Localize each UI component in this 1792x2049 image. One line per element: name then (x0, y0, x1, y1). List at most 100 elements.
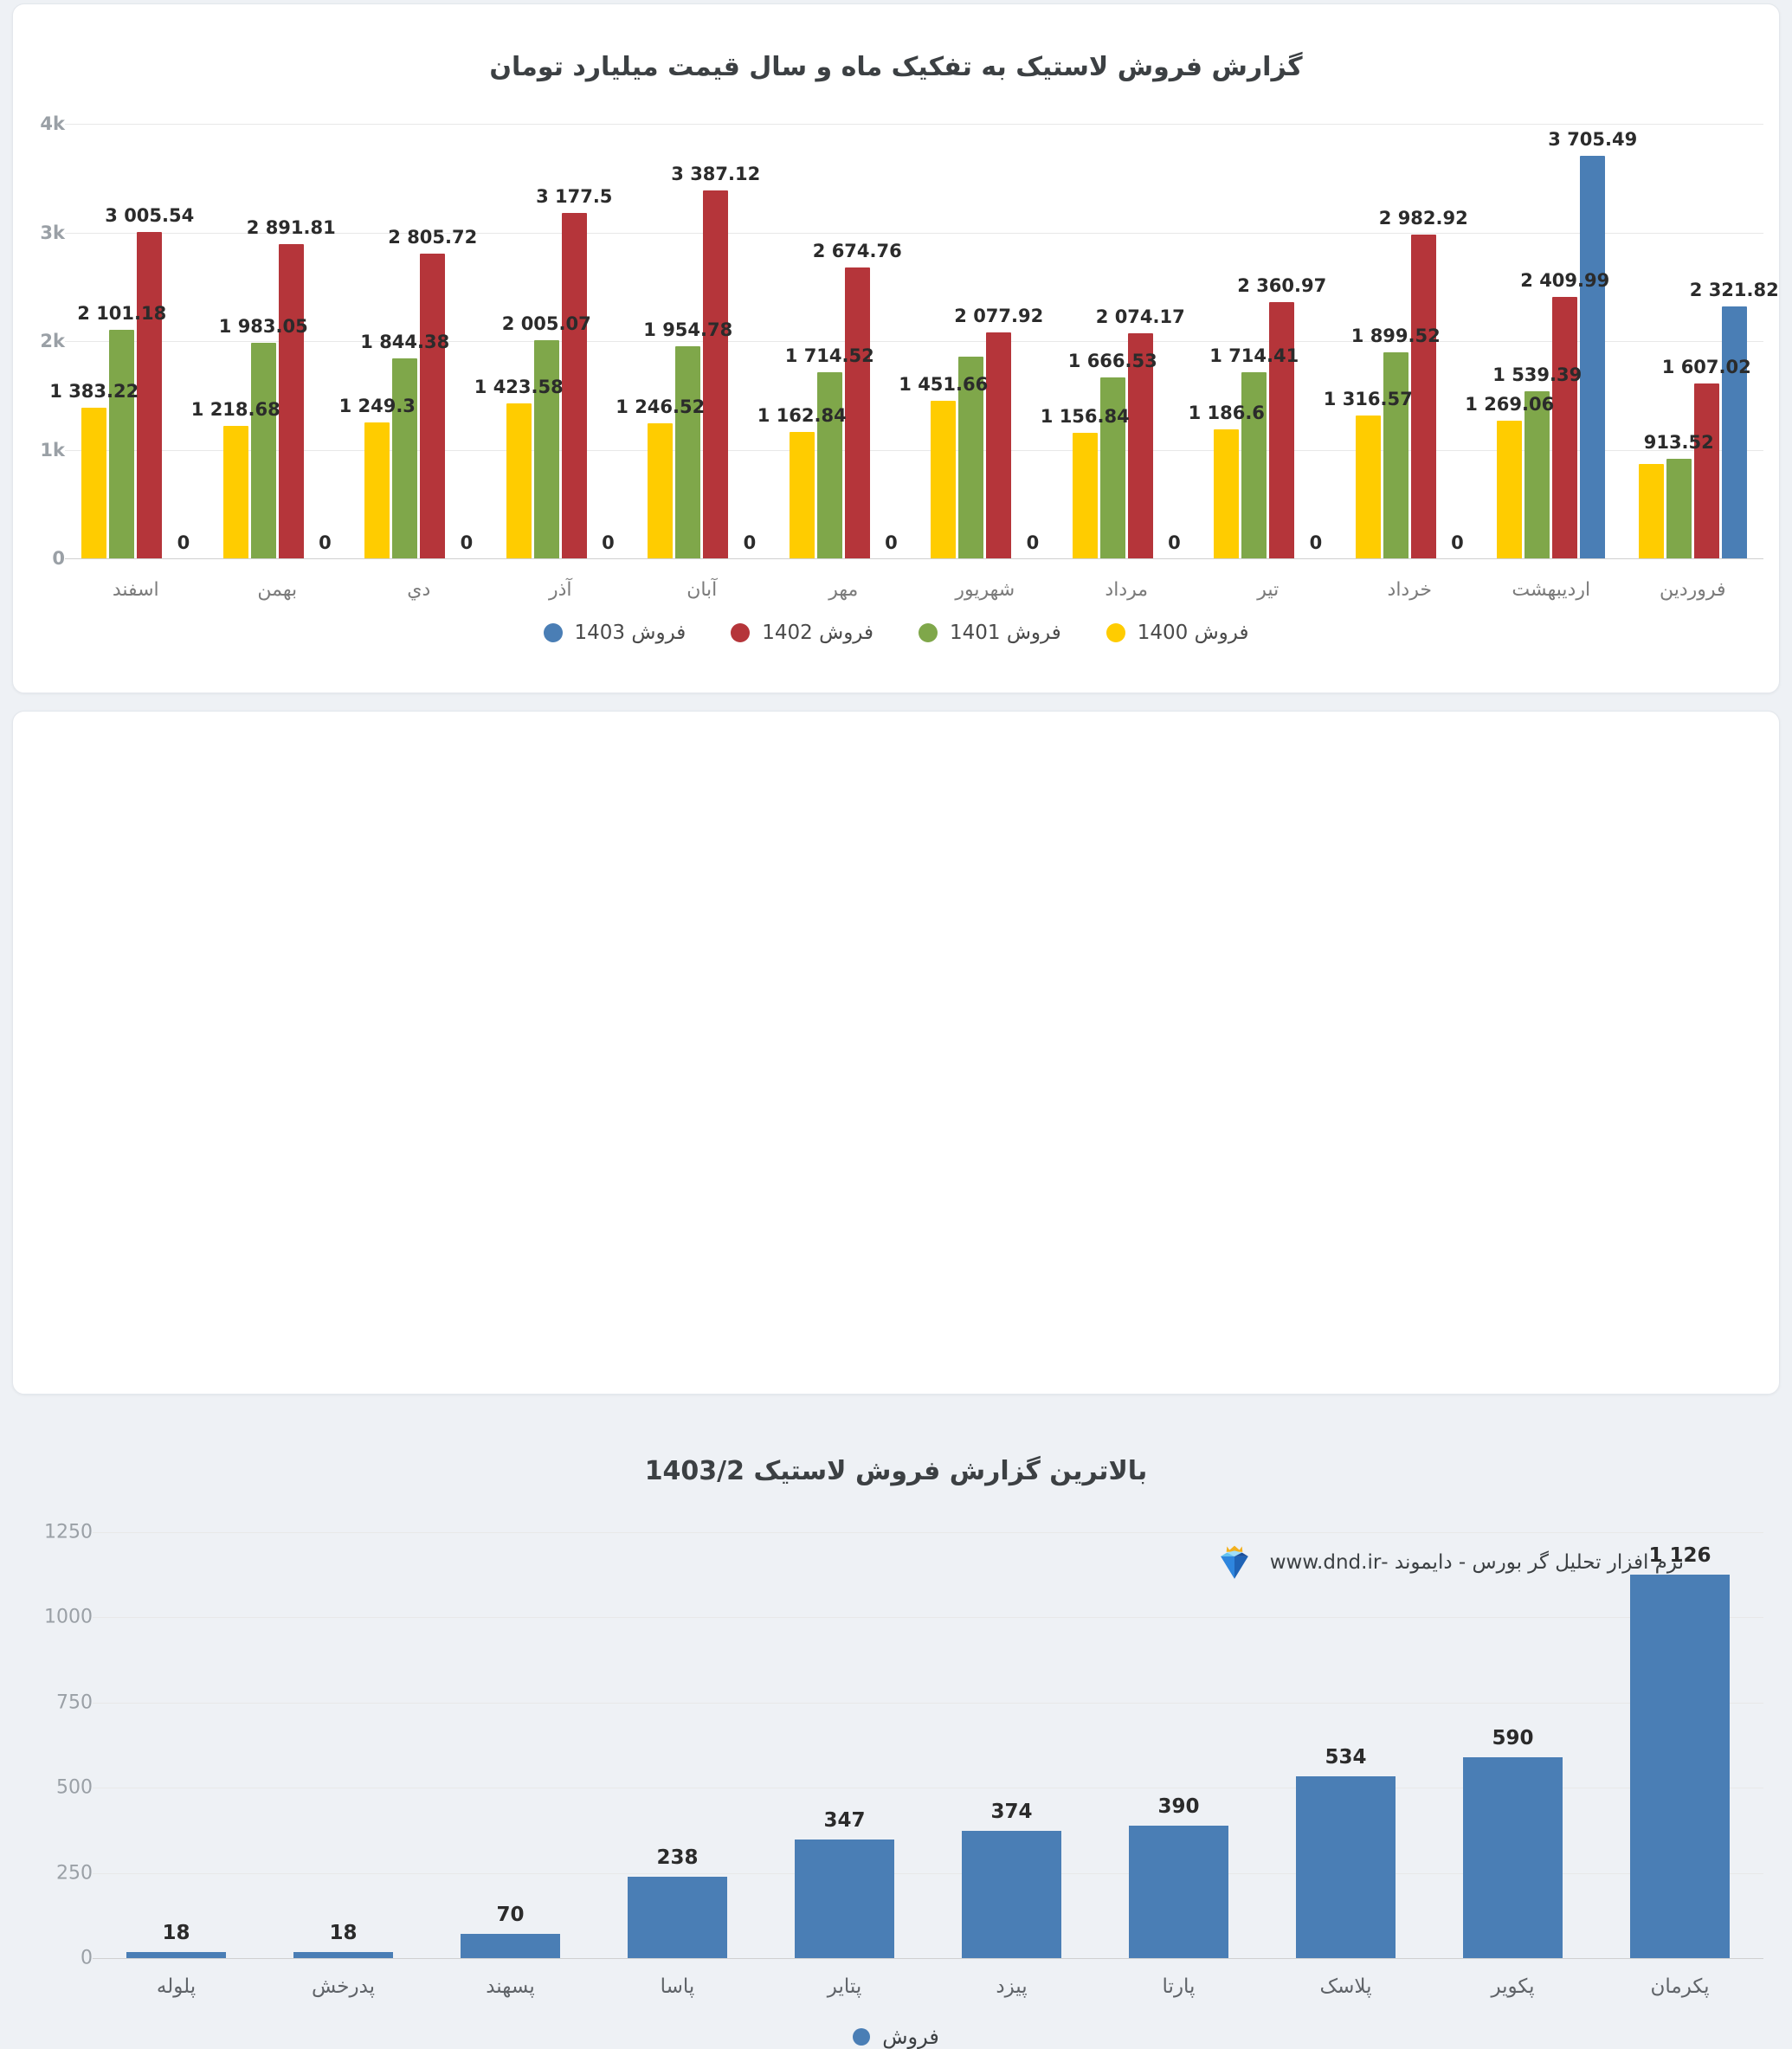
bar-slot: 1 899.52 (1351, 124, 1441, 558)
bar[interactable]: 2 891.81 (247, 217, 336, 558)
bar[interactable]: 3 387.12 (671, 164, 760, 558)
bar[interactable]: 590 (1462, 1727, 1563, 1958)
bar[interactable]: 1 423.58 (474, 377, 564, 558)
y-axis-tick-label: 500 (56, 1776, 93, 1799)
bar[interactable]: 1 983.05 (219, 316, 308, 558)
bar[interactable]: 1 607.02 (1662, 357, 1751, 558)
bar-slot: 2 077.92 (954, 124, 1043, 558)
bar[interactable]: 3 177.5 (536, 186, 612, 558)
bar-slot: 0 (306, 124, 332, 558)
bar[interactable]: 1 162.84 (757, 405, 847, 558)
x-axis-tick-label: دي (407, 579, 431, 601)
bar[interactable]: 18 (293, 1922, 394, 1958)
legend-label: فروش (882, 2025, 939, 2049)
bar[interactable]: 238 (627, 1846, 728, 1958)
monthly-sales-chart-card: گزارش فروش لاستیک به تفکیک ماه و سال قیم… (12, 3, 1780, 693)
legend-label: فروش 1400 (1137, 622, 1249, 644)
bar-slot: 1 269.06 (1465, 124, 1554, 558)
bar[interactable]: 18 (126, 1922, 227, 1958)
bar[interactable]: 1 156.84 (1041, 406, 1130, 558)
bar-group: 3 705.49 2 409.99 1 539.39 1 269.06 اردیبهشت (1465, 124, 1637, 601)
legend-item[interactable]: فروش 1403 (543, 622, 686, 644)
bar-slot: 3 705.49 (1548, 124, 1637, 558)
bar-slot: 3 005.54 (105, 124, 194, 558)
legend-color-swatch (731, 623, 751, 642)
bar[interactable]: 1 714.41 (1209, 345, 1299, 558)
bar-value-label: 0 (602, 532, 615, 553)
bar[interactable]: 1 451.66 (899, 374, 988, 558)
chart-2-title: بالاترین گزارش فروش لاستیک 1403/2 (644, 1456, 1148, 1486)
bar-slot: 18 پلوله (93, 1532, 260, 1998)
bar[interactable]: 2 101.18 (77, 303, 166, 558)
bar-slot: 2 074.17 (1096, 124, 1185, 558)
x-axis-tick-label: پسهند (486, 1975, 535, 1998)
bar[interactable]: 913.52 (1644, 432, 1714, 558)
legend-item[interactable]: فروش 1400 (1105, 622, 1249, 644)
legend-color-swatch (853, 2028, 871, 2046)
bar[interactable]: 1 539.39 (1492, 364, 1582, 558)
bar[interactable]: 1 383.22 (49, 381, 139, 558)
legend-item[interactable]: فروش (853, 2025, 939, 2049)
bar-slot: 238 پاسا (594, 1532, 761, 1998)
bar[interactable]: 2 360.97 (1237, 275, 1326, 558)
gridline (65, 449, 1763, 451)
bar-slot: 1 218.68 (191, 124, 280, 558)
bar-slot: 0 (1297, 124, 1323, 558)
bar-slot: 0 (1156, 124, 1181, 558)
bar[interactable]: 1 844.38 (360, 332, 449, 558)
bar[interactable]: 2 321.82 (1690, 280, 1779, 558)
x-axis-tick-label: اسفند (112, 579, 159, 601)
bar-slot: 1 983.05 (219, 124, 308, 558)
legend-label: فروش 1401 (950, 622, 1061, 644)
bar[interactable]: 1 186.6 (1189, 403, 1265, 558)
x-axis-tick-label: پتایر (827, 1975, 862, 1998)
bar-slot (958, 124, 984, 558)
bar[interactable]: 1 666.53 (1068, 351, 1157, 558)
bar[interactable]: 2 409.99 (1520, 270, 1609, 558)
bar[interactable]: 2 074.17 (1096, 306, 1185, 558)
bar[interactable]: 1 246.52 (616, 396, 705, 558)
legend-item[interactable]: فروش 1401 (919, 622, 1061, 644)
chart-2-legend: فروش (13, 2025, 1779, 2049)
bar[interactable]: 1 714.52 (785, 345, 874, 558)
bar[interactable]: 1 954.78 (643, 319, 732, 558)
chart-2-plot-area: 0 250 500 750 1000 1250 1 126 پکرمان 590 پکویر 534… (44, 1522, 1763, 1998)
bar[interactable]: 70 (460, 1904, 561, 1958)
bar[interactable]: 1 899.52 (1351, 325, 1441, 558)
bar-slot: 2 360.97 (1237, 124, 1326, 558)
bar[interactable]: 534 (1295, 1746, 1396, 1958)
gridline (65, 558, 1763, 559)
bar[interactable]: 1 249.3 (339, 396, 416, 558)
bar[interactable]: 2 805.72 (388, 227, 477, 558)
bar[interactable]: 347 (794, 1809, 895, 1958)
bar[interactable]: 2 674.76 (813, 241, 902, 558)
bar[interactable]: 374 (961, 1801, 1062, 1958)
bar[interactable]: 1 126 (1629, 1544, 1731, 1958)
bar[interactable]: 3 705.49 (1548, 129, 1637, 558)
legend-item[interactable]: فروش 1402 (731, 622, 873, 644)
diamond-icon (1220, 1545, 1248, 1579)
x-axis-tick-label: فروردین (1659, 579, 1726, 601)
bar[interactable]: 2 005.07 (502, 313, 591, 558)
bar-slot: 913.52 (1644, 124, 1714, 558)
bar-slot: 1 383.22 (49, 124, 139, 558)
bar[interactable]: 3 005.54 (105, 205, 194, 558)
bar[interactable]: 1 218.68 (191, 399, 280, 558)
bar[interactable]: 2 982.92 (1379, 208, 1468, 558)
bar-slot: 390 پارتا (1095, 1532, 1262, 1998)
bar-slot: 590 پکویر (1429, 1532, 1596, 1998)
bar-slot: 1 539.39 (1492, 124, 1582, 558)
bar[interactable]: 1 269.06 (1465, 394, 1554, 558)
bar[interactable]: 390 (1128, 1795, 1229, 1958)
bar[interactable] (958, 356, 984, 558)
bar-slot: 1 156.84 (1041, 124, 1130, 558)
bar[interactable]: 1 316.57 (1324, 389, 1413, 558)
bar[interactable] (1638, 463, 1664, 558)
bar[interactable]: 2 077.92 (954, 306, 1043, 558)
y-axis-tick-label: 250 (56, 1862, 93, 1885)
